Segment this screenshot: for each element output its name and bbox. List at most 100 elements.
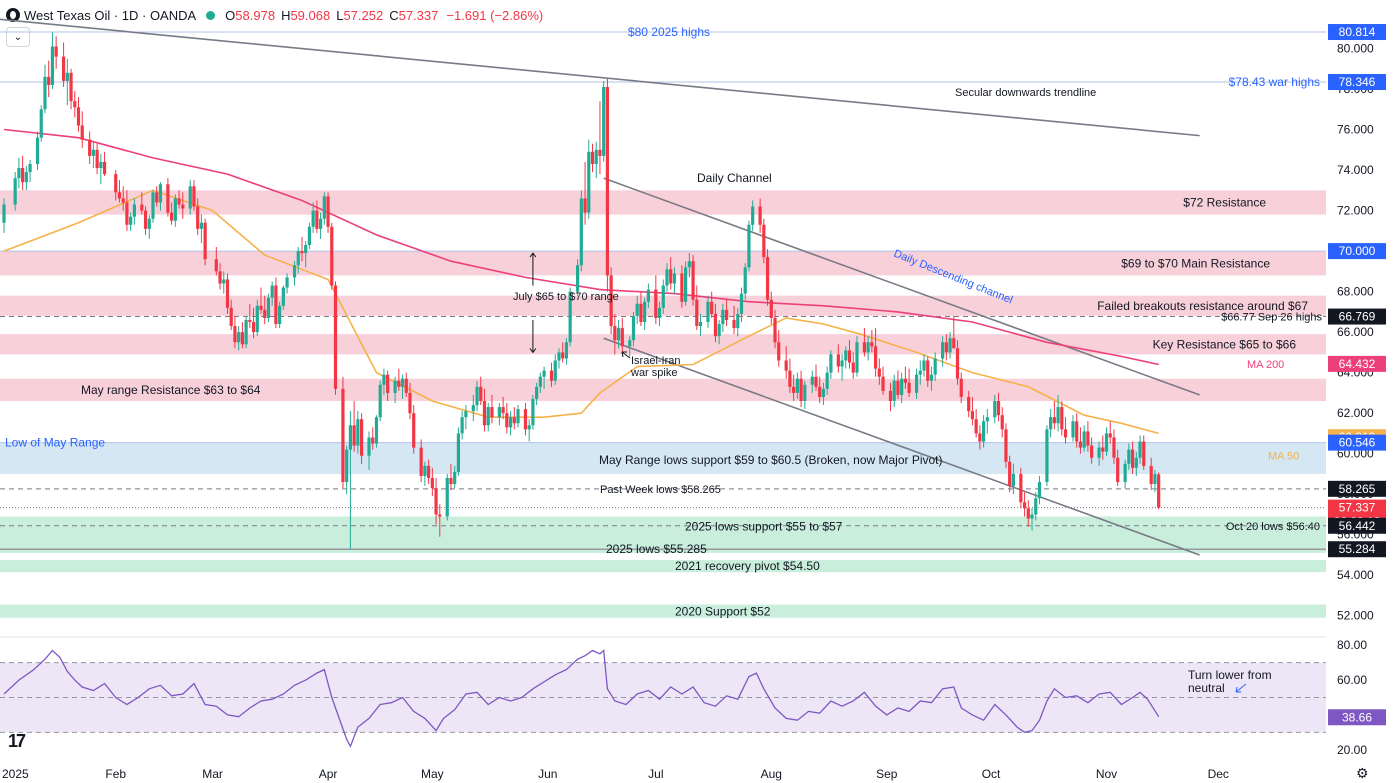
candle-body	[829, 354, 833, 373]
candle-body	[691, 261, 695, 300]
annotation-2021-pivot: 2021 recovery pivot $54.50	[675, 559, 820, 573]
candle-body	[959, 378, 963, 397]
candle-body	[535, 386, 539, 399]
candle-body	[1134, 457, 1138, 468]
candle-body	[482, 401, 487, 426]
candle-body	[270, 285, 274, 298]
annotation-past-week-lows: Past Week lows $58.265	[600, 484, 721, 496]
candle-body	[549, 370, 554, 381]
candle-body	[170, 212, 174, 221]
candle-body	[203, 222, 207, 260]
time-tick-label: Dec	[1208, 767, 1229, 781]
candle-body	[218, 271, 222, 284]
candle-body	[531, 398, 535, 426]
ma200-label: MA 200	[1247, 359, 1284, 371]
price-label-text: 56.442	[1339, 519, 1376, 533]
candle-body	[225, 279, 230, 308]
close-label: C	[389, 7, 399, 23]
candle-body	[1000, 415, 1004, 430]
candle-body	[330, 226, 334, 286]
time-tick-label: Apr	[319, 767, 338, 781]
candle-body	[836, 354, 840, 367]
candle-body	[948, 338, 952, 353]
candle-body	[609, 275, 613, 327]
candle-body	[810, 376, 814, 385]
close-value: 57.337	[398, 7, 439, 23]
candle-body	[751, 206, 755, 225]
high-label: H	[281, 7, 291, 23]
candle-body	[497, 407, 501, 418]
candle-body	[61, 56, 66, 81]
low-value: 57.252	[343, 7, 384, 23]
zone-72-resistance	[0, 190, 1326, 215]
candle-body	[43, 76, 47, 110]
time-tick-label: Feb	[105, 767, 126, 781]
candle-body	[792, 386, 796, 393]
candle-body	[602, 87, 606, 156]
annotation-neutral: neutral	[1188, 681, 1225, 695]
candle-body	[251, 322, 256, 333]
candle-body	[50, 46, 55, 85]
candle-body	[278, 305, 282, 325]
arrow-up-head	[529, 252, 537, 258]
price-label-box	[1328, 541, 1386, 558]
candle-body	[743, 267, 747, 294]
tradingview-logo-icon[interactable]: 17	[8, 731, 26, 751]
candle-body	[635, 303, 639, 316]
candle-body	[993, 401, 997, 418]
candle-body	[818, 386, 822, 397]
annotation-72-resistance: $72 Resistance	[1183, 195, 1266, 209]
candle-body	[862, 342, 867, 353]
annotation-war-highs: $78.43 war highs	[1229, 75, 1320, 89]
candle-body	[1026, 508, 1030, 519]
low-label: L	[336, 7, 344, 23]
candle-body	[873, 346, 878, 369]
candle-body	[698, 322, 703, 327]
candle-body	[505, 413, 509, 428]
candle-body	[121, 198, 125, 203]
candle-body	[784, 360, 788, 371]
symbol-title[interactable]: West Texas Oil · 1D · OANDA	[24, 7, 197, 23]
market-status-icon	[206, 10, 216, 20]
high-value: 59.068	[290, 7, 331, 23]
candle-body	[196, 206, 200, 229]
candle-body	[844, 350, 848, 361]
candle-body	[788, 370, 792, 387]
candle-body	[1008, 461, 1012, 487]
candle-body	[628, 340, 632, 347]
candle-body	[24, 172, 28, 183]
candle-body	[356, 419, 360, 446]
candle-body	[907, 382, 911, 393]
rsi-tick-label: 60.00	[1337, 673, 1367, 687]
candle-body	[598, 149, 602, 156]
candle-body	[672, 273, 677, 284]
candle-body	[404, 378, 408, 393]
price-label-text: 57.337	[1339, 501, 1376, 515]
candle-body	[1082, 431, 1086, 448]
candle-body	[117, 192, 122, 199]
candle-body	[840, 360, 844, 367]
price-label-text: 80.814	[1339, 25, 1376, 39]
candle-body	[449, 477, 453, 485]
secular-trendline	[0, 18, 1200, 137]
candle-body	[155, 192, 159, 203]
price-label-box	[1328, 434, 1386, 451]
rsi-value-text: 38.66	[1342, 710, 1372, 724]
candle-body	[300, 251, 304, 254]
candle-body	[1130, 449, 1135, 468]
candle-body	[188, 186, 192, 209]
oil-logo-icon	[6, 8, 20, 22]
arrow-down-head	[529, 348, 537, 354]
candle-body	[222, 279, 226, 284]
candle-body	[1086, 431, 1090, 446]
annotation-war-spike: war spike	[630, 367, 677, 379]
candle-body	[1127, 449, 1131, 464]
candle-body	[296, 251, 300, 266]
candle-body	[739, 293, 744, 314]
candle-body	[266, 297, 271, 318]
gear-icon[interactable]: ⚙	[1356, 765, 1369, 781]
candle-body	[17, 168, 21, 179]
candle-body	[1034, 498, 1038, 515]
candle-body	[371, 437, 375, 444]
